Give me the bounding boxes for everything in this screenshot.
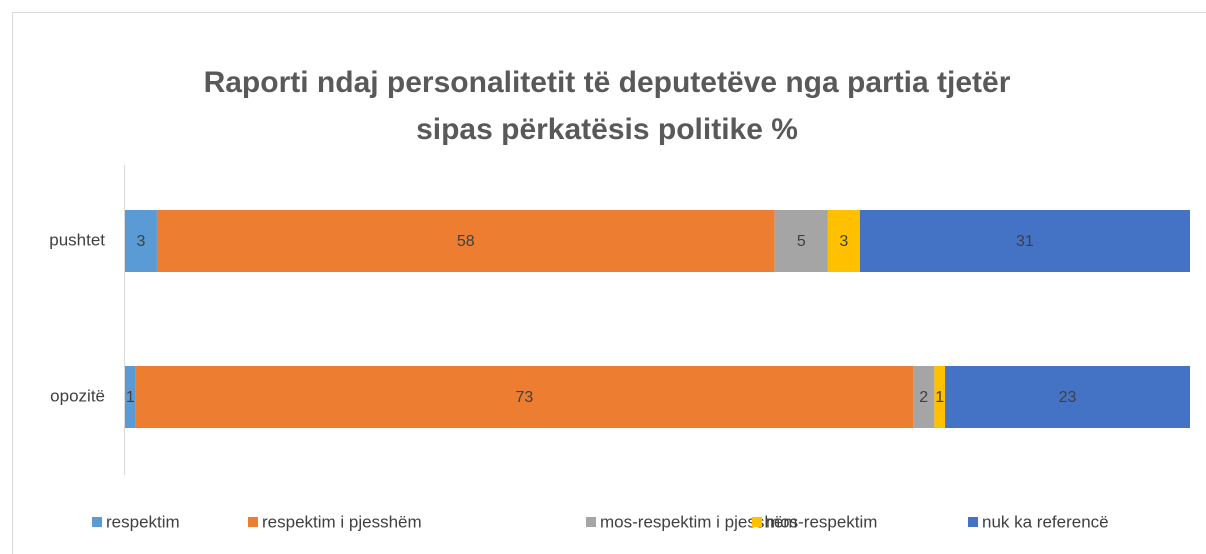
legend-swatch: [92, 517, 102, 527]
legend-label: mos-respektim i pjesshëm: [600, 512, 797, 531]
data-label: 1: [935, 389, 944, 406]
legend-label: respektim i pjesshëm: [262, 512, 422, 531]
bar-segment: [774, 210, 828, 272]
legend-label: mos-respektim: [766, 512, 877, 531]
legend-swatch: [968, 517, 978, 527]
y-tick-label: pushtet: [49, 230, 105, 249]
chart-border: [12, 12, 1206, 554]
data-label: 2: [919, 389, 928, 406]
bar-segment: [827, 210, 860, 272]
bar-segment: [859, 210, 1190, 272]
data-label: 5: [797, 233, 806, 250]
legend-label: nuk ka referencë: [982, 512, 1109, 531]
data-label: 3: [839, 233, 848, 250]
data-label: 73: [515, 389, 533, 406]
bar-segment: [125, 366, 136, 428]
legend-label: respektim: [106, 512, 180, 531]
data-label: 31: [1016, 233, 1034, 250]
data-label: 3: [137, 233, 146, 250]
bar-segment: [156, 210, 775, 272]
bar-segment: [945, 366, 1190, 428]
legend-swatch: [586, 517, 596, 527]
data-label: 58: [457, 233, 475, 250]
data-label: 23: [1059, 389, 1077, 406]
bar-segment: [913, 366, 935, 428]
chart-title: sipas përkatësis politike %: [416, 113, 798, 146]
bar-segment: [934, 366, 946, 428]
bar-segment: [135, 366, 914, 428]
data-label: 1: [126, 389, 135, 406]
y-tick-label: opozitë: [50, 386, 105, 405]
bar-segment: [125, 210, 157, 272]
legend-swatch: [248, 517, 258, 527]
chart-title: Raporti ndaj personalitetit të deputetëv…: [204, 66, 1011, 99]
legend-swatch: [752, 517, 762, 527]
